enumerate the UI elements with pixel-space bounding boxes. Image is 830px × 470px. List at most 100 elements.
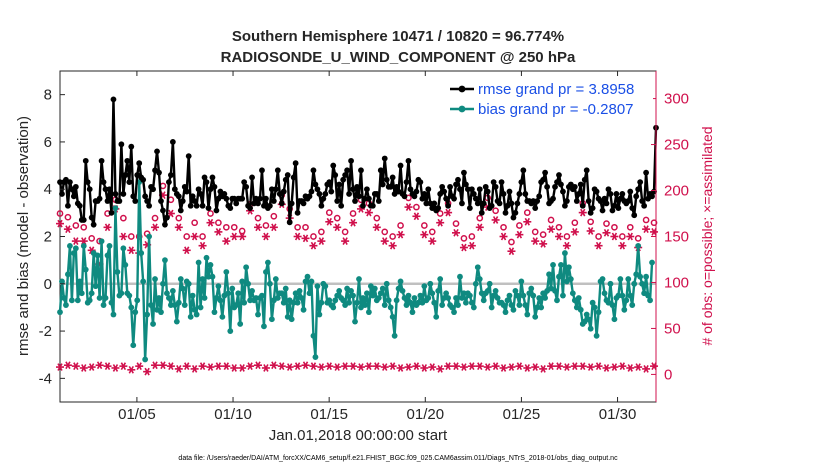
obs-low-count-point — [372, 362, 381, 371]
bias-point — [336, 287, 343, 294]
obs-low-count-point — [119, 362, 128, 371]
y-tick-label: 0 — [44, 276, 52, 293]
bias-point — [371, 285, 378, 292]
bias-point — [510, 306, 517, 313]
bias-point — [389, 313, 396, 320]
y-right-tick-label: 0 — [664, 366, 672, 383]
rmse-point — [126, 179, 133, 186]
rmse-point — [407, 186, 414, 193]
obs-low-count-point — [198, 362, 207, 371]
bias-point — [552, 287, 558, 294]
bias-point — [261, 323, 267, 330]
rmse-point — [461, 169, 467, 176]
obs-assimilated-point — [119, 232, 128, 241]
obs-low-count-point — [317, 363, 326, 371]
obs-possible-point — [500, 223, 507, 231]
rmse-point — [379, 181, 386, 188]
x-tick-label: 01/25 — [503, 406, 541, 423]
rmse-point — [124, 157, 131, 164]
obs-low-count-point — [507, 363, 516, 371]
obs-low-count-point — [103, 362, 112, 371]
bias-point — [567, 276, 574, 282]
rmse-point — [177, 207, 184, 214]
bias-point — [425, 295, 432, 301]
obs-possible-point — [310, 233, 317, 240]
obs-assimilated-point — [499, 232, 508, 241]
rmse-point — [369, 202, 376, 209]
y-right-tick-label: 250 — [664, 137, 689, 154]
rmse-point — [354, 183, 360, 190]
rmse-point — [221, 191, 228, 197]
rmse-point — [417, 179, 424, 186]
obs-low-count-point — [182, 362, 191, 371]
obs-possible-point — [626, 223, 634, 231]
obs-assimilated-point — [317, 237, 326, 245]
obs-possible-point — [302, 223, 309, 231]
bias-point — [98, 238, 105, 245]
obs-low-count-point — [364, 362, 373, 371]
legend: rmse grand pr = 3.8958 bias grand pr = -… — [447, 77, 653, 121]
rmse-point — [162, 221, 168, 228]
rmse-point — [389, 174, 396, 181]
rmse-point — [522, 191, 529, 197]
obs-low-count-point — [79, 364, 88, 372]
rmse-point — [179, 198, 186, 204]
rmse-point — [589, 205, 596, 212]
rmse-point — [294, 209, 301, 216]
bias-point — [68, 297, 75, 304]
obs-low-count-point — [396, 364, 405, 372]
bias-point — [158, 309, 164, 316]
obs-assimilated-point — [507, 247, 516, 256]
obs-low-count-point — [333, 363, 342, 371]
bias-point — [589, 299, 596, 306]
bias-point — [80, 243, 87, 249]
rmse-point — [187, 202, 194, 209]
bias-point — [474, 264, 481, 271]
rmse-point — [482, 183, 489, 190]
rmse-point — [65, 202, 71, 209]
obs-low-count-point — [222, 362, 231, 371]
obs-low-count-point — [547, 362, 556, 371]
y-right-tick-label: 300 — [664, 91, 689, 108]
rmse-point — [383, 176, 390, 183]
bias-point — [82, 266, 89, 273]
y-right-tick-label: 100 — [664, 274, 689, 291]
obs-assimilated-point — [230, 232, 239, 241]
obs-assimilated-point — [562, 241, 571, 250]
bias-point — [229, 285, 236, 292]
obs-possible-point — [603, 220, 610, 227]
rmse-point — [581, 176, 588, 183]
obs-possible-point — [349, 210, 357, 217]
bias-point — [88, 290, 95, 297]
bias-point — [480, 297, 487, 304]
rmse-point — [542, 169, 549, 176]
x-tick-label: 01/10 — [214, 406, 252, 423]
rmse-point — [223, 195, 230, 202]
bias-point — [263, 269, 269, 275]
obs-assimilated-point — [578, 208, 587, 217]
obs-assimilated-point — [56, 219, 64, 228]
bias-point — [243, 264, 250, 271]
bias-point — [516, 302, 523, 308]
rmse-point — [290, 174, 297, 181]
rmse-point — [619, 191, 626, 197]
rmse-point — [405, 157, 412, 164]
obs-assimilated-point — [103, 223, 112, 232]
bias-point — [429, 290, 436, 297]
obs-low-count-point — [404, 363, 413, 371]
obs-possible-point — [460, 234, 468, 242]
obs-assimilated-point — [475, 223, 484, 232]
rmse-point — [387, 183, 394, 190]
bias-point — [70, 250, 77, 256]
rmse-point — [607, 191, 614, 197]
rmse-point — [330, 162, 337, 169]
bias-point — [245, 280, 252, 287]
bias-point — [126, 292, 133, 299]
bias-point — [274, 295, 281, 301]
bias-point — [530, 292, 537, 299]
rmse-point — [320, 195, 327, 202]
obs-assimilated-point — [364, 208, 373, 217]
bias-point — [191, 306, 198, 313]
rmse-point — [310, 167, 317, 174]
bias-point — [385, 297, 392, 304]
